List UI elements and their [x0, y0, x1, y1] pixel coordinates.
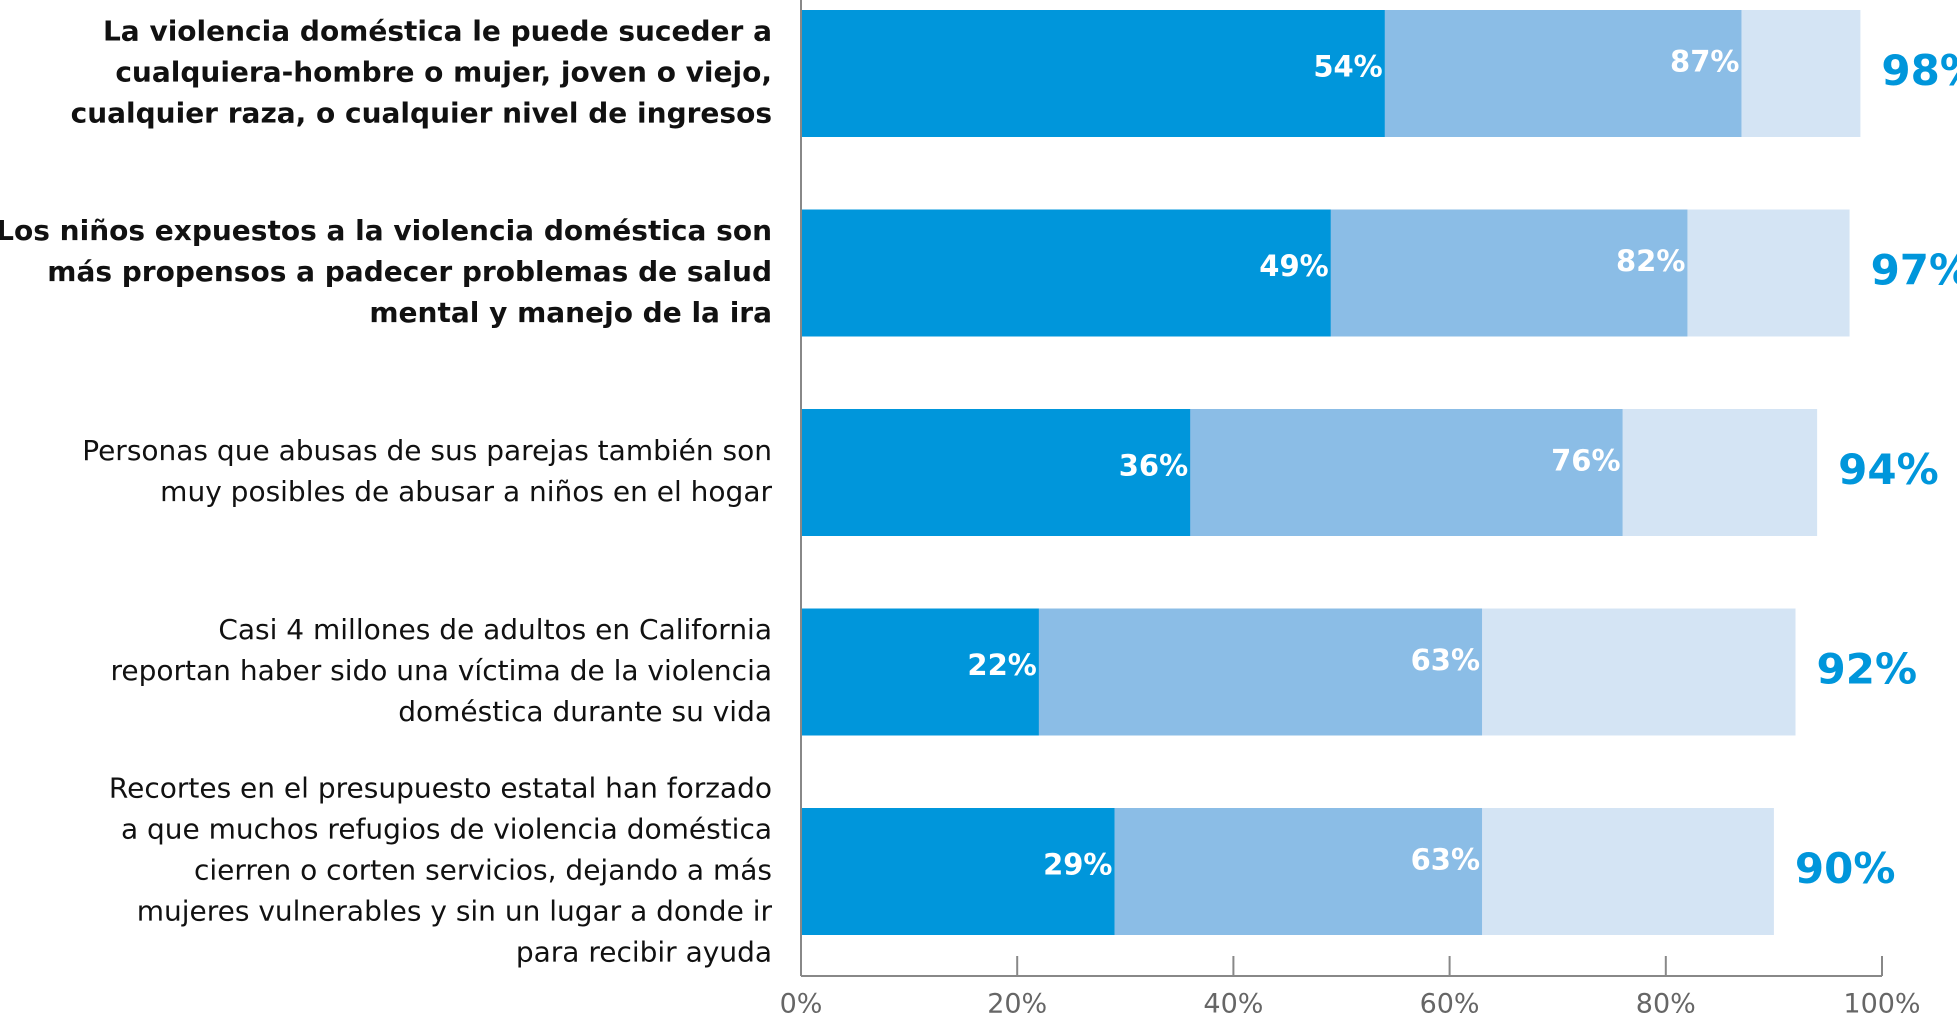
- x-tick-label: 0%: [780, 989, 823, 1020]
- value-label: 98%: [1881, 46, 1957, 95]
- value-label: 90%: [1795, 844, 1896, 893]
- x-tick-label: 80%: [1636, 989, 1696, 1020]
- value-label: 94%: [1838, 445, 1939, 494]
- category-label: La violencia doméstica le puede suceder …: [71, 15, 772, 130]
- category-label: Recortes en el presupuesto estatal han f…: [109, 772, 773, 969]
- x-tick-label: 100%: [1843, 989, 1920, 1020]
- value-label: 82%: [1616, 244, 1685, 278]
- value-label: 92%: [1817, 645, 1918, 694]
- category-label: Los niños expuestos a la violencia domés…: [0, 214, 772, 329]
- value-label: 76%: [1551, 444, 1620, 478]
- value-label: 36%: [1119, 449, 1188, 483]
- x-tick-label: 40%: [1203, 989, 1263, 1020]
- value-label: 87%: [1670, 45, 1739, 79]
- category-label: Casi 4 millones de adultos en California…: [111, 613, 773, 728]
- bar: [801, 10, 1385, 137]
- value-label: 97%: [1871, 246, 1957, 295]
- value-label: 63%: [1411, 843, 1480, 877]
- value-label: 63%: [1411, 643, 1480, 677]
- value-label: 22%: [967, 648, 1036, 682]
- category-label: Personas que abusas de sus parejas tambi…: [82, 434, 772, 508]
- value-label: 49%: [1259, 249, 1328, 283]
- bar: [801, 409, 1191, 536]
- x-tick-label: 20%: [987, 989, 1047, 1020]
- value-label: 29%: [1043, 848, 1112, 882]
- bar: [801, 209, 1331, 337]
- bar: [801, 808, 1115, 935]
- x-tick-label: 60%: [1420, 989, 1480, 1020]
- value-label: 54%: [1313, 50, 1382, 84]
- bar: [801, 608, 1039, 736]
